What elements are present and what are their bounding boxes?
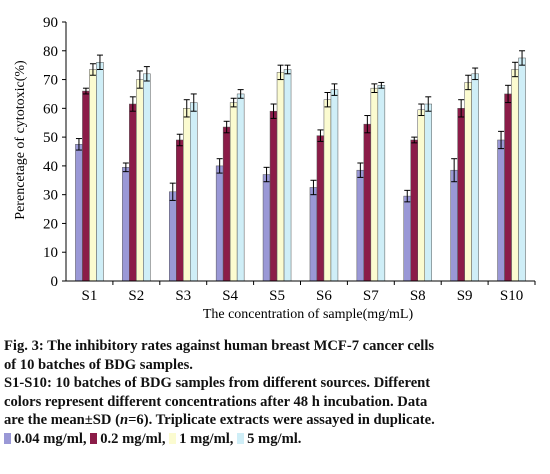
- bar-S2-s4: [143, 73, 151, 282]
- x-tick-label-S2: S2: [128, 288, 144, 304]
- bar-S2-s1: [122, 167, 130, 282]
- bar-S1-s4: [96, 62, 104, 282]
- bar-S7-s2: [363, 123, 372, 282]
- x-tick-label-S5: S5: [269, 288, 285, 304]
- bar-S4-s1: [215, 165, 224, 282]
- bar-S8-s1: [403, 195, 411, 282]
- bar-S1-s3: [89, 69, 97, 282]
- bar-S6-s3: [323, 99, 332, 282]
- legend-label-4: 5 mg/ml.: [247, 430, 302, 447]
- bar-S5-s2: [269, 110, 278, 282]
- caption-desc-line-2: colors represent different concentration…: [4, 393, 428, 410]
- legend-label-2: 0.2 mg/ml,: [100, 430, 170, 447]
- x-tick-label-S3: S3: [175, 288, 191, 304]
- x-axis-label: The concentration of sample(mg/mL): [203, 307, 414, 322]
- bar-S8-s3: [417, 109, 425, 282]
- bar-S3-s4: [190, 102, 198, 282]
- y-tick-label-60: 60: [43, 101, 58, 117]
- bar-S6-s4: [330, 89, 339, 282]
- y-axis-label: Perencetage of cytotoxic(%): [13, 60, 28, 220]
- bar-S5-s1: [262, 174, 271, 282]
- y-tick-label-0: 0: [51, 274, 59, 290]
- bar-S10-s4: [518, 57, 526, 282]
- caption-desc-line-3: are the mean±SD (n=6). Triplicate extrac…: [4, 411, 546, 430]
- legend-swatch-2: [90, 432, 98, 444]
- axes-layer: [62, 21, 536, 285]
- bar-S7-s4: [377, 85, 386, 282]
- bar-S3-s2: [176, 139, 184, 282]
- legend-swatch-3: [169, 432, 177, 444]
- bar-S10-s2: [504, 93, 512, 282]
- legend-label-1: 0.04 mg/ml,: [14, 430, 91, 447]
- caption-n-symbol: n: [119, 412, 129, 428]
- legend: 0.04 mg/ml, 0.2 mg/ml, 1 mg/ml, 5 mg/ml.: [4, 430, 546, 449]
- bar-S3-s3: [183, 108, 191, 282]
- bar-S4-s3: [229, 102, 238, 282]
- figure-caption: Fig. 3: The inhibitory rates against hum…: [4, 337, 546, 448]
- x-tick-label-S9: S9: [457, 288, 473, 304]
- y-tick-label-40: 40: [43, 159, 58, 175]
- y-tick-label-80: 80: [43, 44, 58, 60]
- bar-S8-s4: [424, 103, 432, 282]
- bar-S5-s4: [283, 69, 292, 282]
- bar-chart: S1 S2 S3 S4 S5 S6 S7 S8 S9 S10 0 10 20 30 40 50 60 70 80 90…: [13, 15, 536, 322]
- bar-S7-s1: [356, 169, 365, 282]
- x-tick-label-S8: S8: [410, 288, 426, 304]
- x-tick-label-S7: S7: [363, 288, 379, 304]
- caption-title-line-2: of 10 batches of BDG samples.: [4, 356, 193, 373]
- y-tick-label-70: 70: [43, 73, 58, 89]
- caption-desc-line-1: S1-S10: 10 batches of BDG samples from d…: [4, 375, 431, 391]
- y-tick-label-20: 20: [43, 216, 58, 232]
- bar-S2-s2: [129, 103, 137, 282]
- bar-S4-s2: [222, 126, 231, 282]
- x-tick-label-S6: S6: [316, 288, 332, 304]
- bar-S10-s3: [511, 69, 519, 282]
- x-tick-label-S1: S1: [82, 288, 98, 304]
- bar-S1-s2: [82, 90, 90, 282]
- bar-S6-s1: [309, 187, 318, 282]
- caption-title-line-1: Fig. 3: The inhibitory rates against hum…: [4, 338, 435, 354]
- y-tick-label-30: 30: [43, 188, 58, 204]
- legend-swatch-4: [237, 432, 245, 444]
- y-tick-label-10: 10: [43, 245, 58, 261]
- y-tick-label-50: 50: [43, 130, 58, 146]
- legend-label-3: 1 mg/ml,: [179, 430, 238, 447]
- bar-S9-s1: [450, 169, 458, 282]
- y-tick-label-90: 90: [43, 15, 58, 31]
- bar-S9-s4: [471, 73, 479, 282]
- bar-S1-s1: [75, 144, 83, 282]
- caption-desc-line-3-b: =6). Triplicate extracts were assayed in…: [128, 412, 435, 428]
- bar-S10-s1: [497, 139, 505, 282]
- caption-desc-line-3-a: are the mean±SD (: [4, 412, 120, 428]
- x-tick-label-S4: S4: [222, 288, 238, 304]
- bar-S3-s1: [169, 191, 177, 282]
- bar-S5-s3: [276, 72, 285, 282]
- bar-S6-s2: [316, 135, 325, 282]
- bar-S2-s3: [136, 79, 144, 282]
- legend-swatch-1: [4, 432, 11, 444]
- x-tick-label-S10: S10: [500, 288, 523, 304]
- bar-S9-s2: [457, 108, 465, 282]
- bars-layer: [75, 50, 526, 282]
- bar-S7-s3: [370, 87, 379, 282]
- bar-S4-s4: [236, 93, 245, 282]
- labels-layer: S1 S2 S3 S4 S5 S6 S7 S8 S9 S10 0 10 20 30 40 50 60 70 80 90: [43, 15, 523, 304]
- bar-S8-s2: [410, 139, 418, 282]
- bar-S9-s3: [464, 82, 472, 282]
